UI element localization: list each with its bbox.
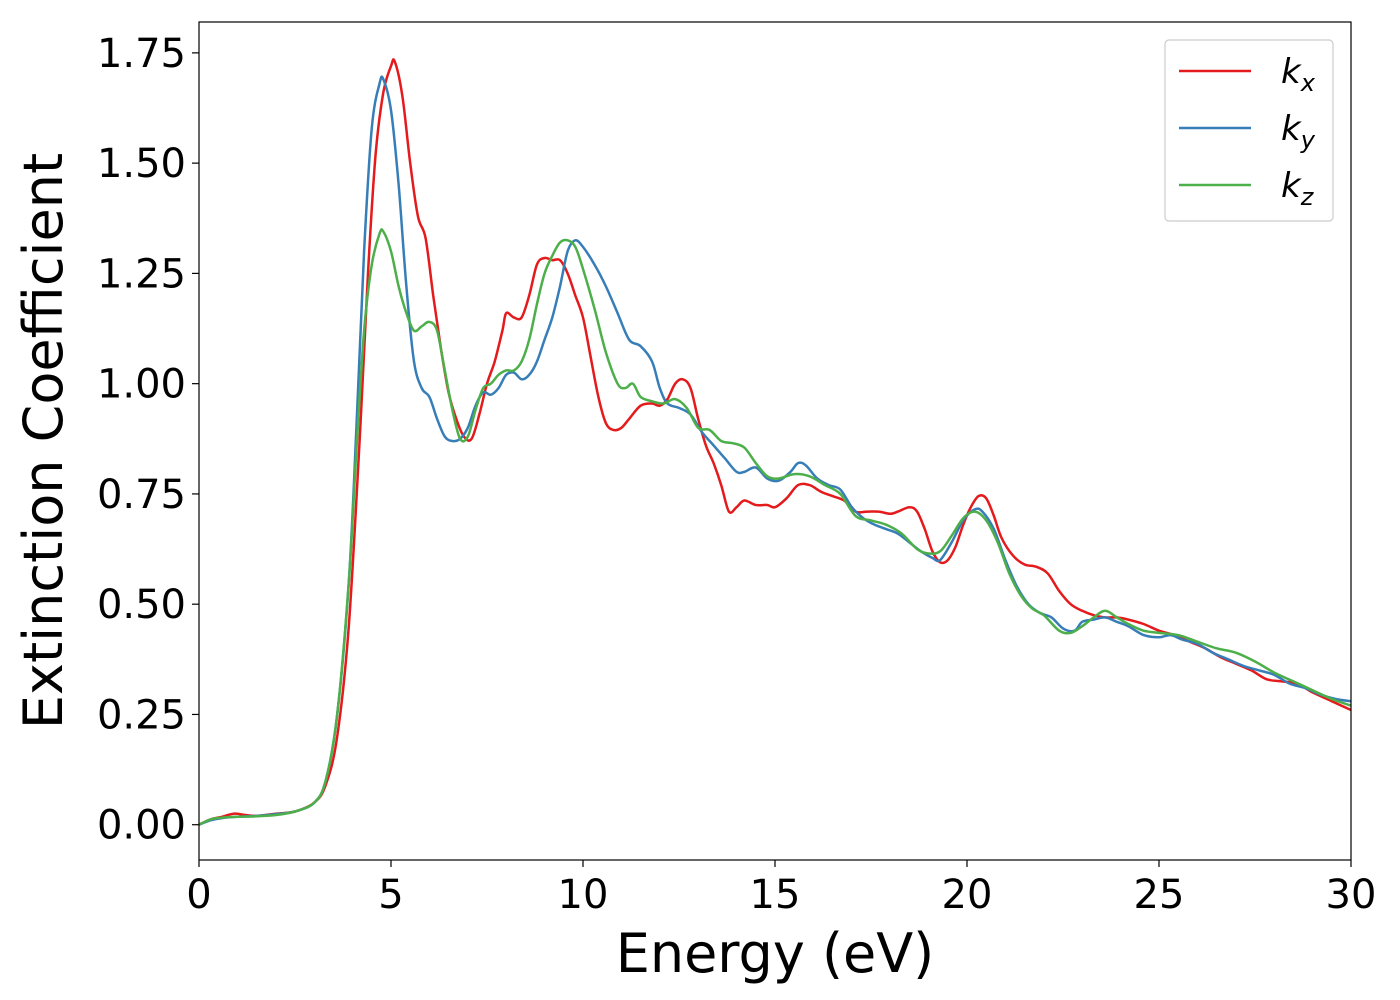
legend-label-y: ky [1281,109,1316,154]
legend-box [1164,39,1334,222]
x-tick-label: 30 [1326,872,1377,918]
legend-label-z: kz [1281,166,1315,211]
y-tick-label: 1.50 [97,141,186,187]
x-tick-label: 25 [1134,872,1185,918]
x-tick-label: 20 [942,872,993,918]
y-axis-title: Extinction Coefficient [12,153,75,729]
y-tick-label: 0.25 [97,692,186,738]
y-tick-label: 0.50 [97,582,186,628]
x-tick-label: 10 [558,872,609,918]
x-tick-label: 5 [378,872,403,918]
y-tick-label: 1.00 [97,362,186,408]
series-line-z [199,228,1351,826]
series-layer [199,58,1351,826]
y-tick-label: 1.75 [97,31,186,77]
y-tick-label: 0.00 [97,803,186,849]
legend: kx ky kz [1164,39,1334,222]
y-tick-label: 1.25 [97,251,186,297]
x-axis-title: Energy (eV) [616,922,935,985]
axis-ticks: 0 5 10 15 20 25 30 0.00 0.25 0.50 0.75 1.00 1.25 1.50… [97,31,1377,918]
x-tick-label: 0 [186,872,211,918]
x-tick-label: 15 [750,872,801,918]
series-line-x [199,58,1351,826]
legend-label-x: kx [1281,52,1316,97]
y-tick-label: 0.75 [97,472,186,518]
